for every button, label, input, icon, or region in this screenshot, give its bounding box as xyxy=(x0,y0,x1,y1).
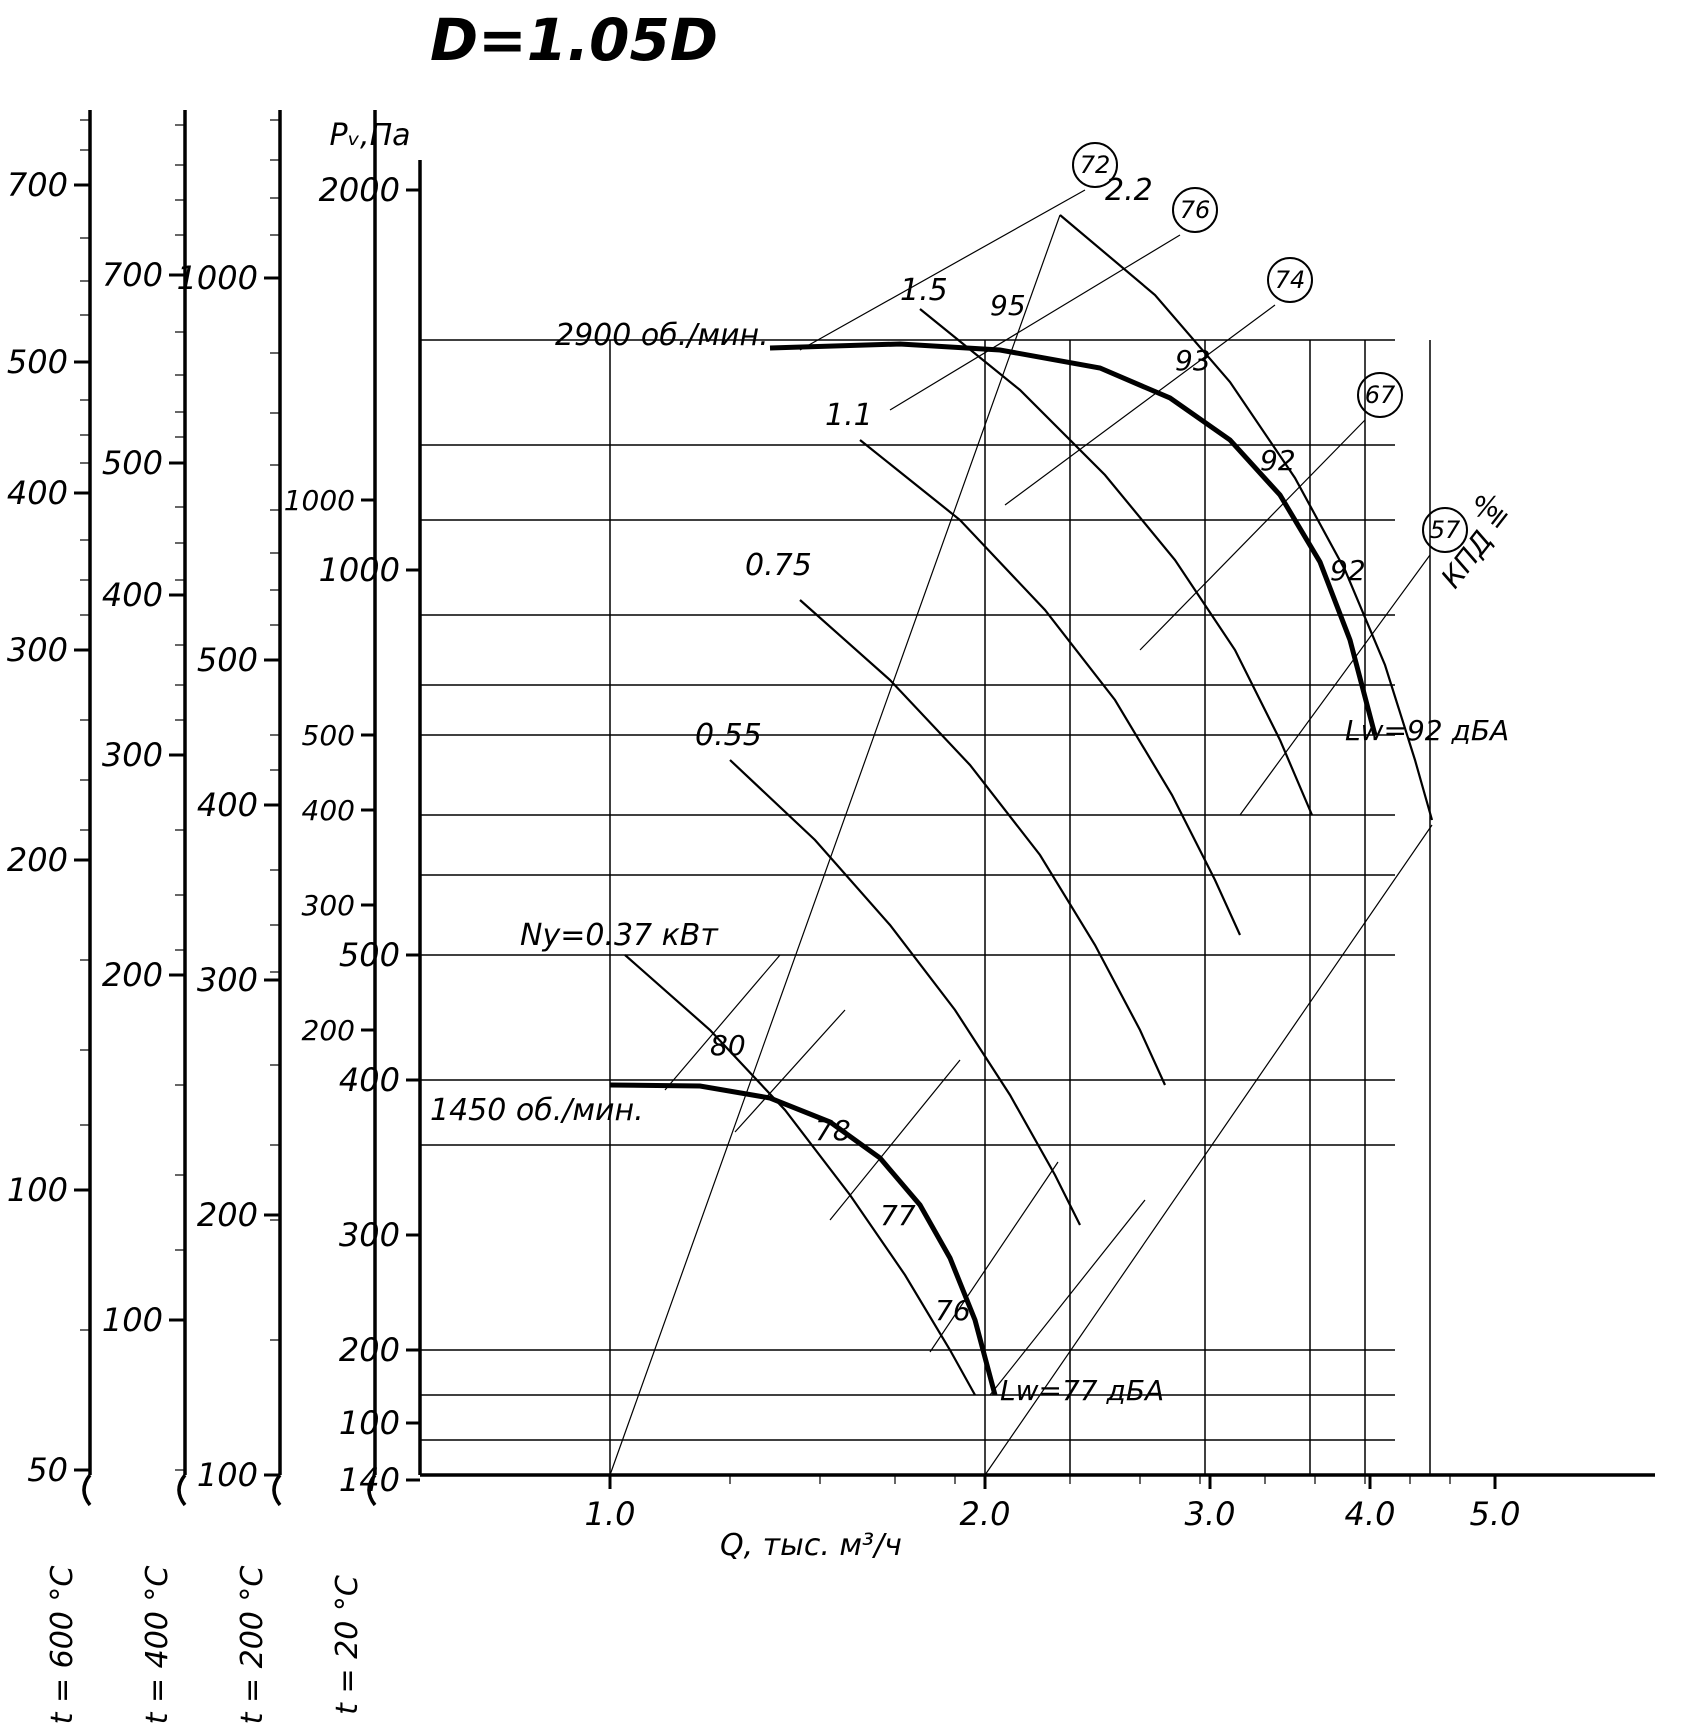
svg-text:80: 80 xyxy=(710,1029,746,1062)
svg-text:1.1: 1.1 xyxy=(825,398,873,433)
svg-text:57: 57 xyxy=(1430,516,1461,544)
svg-text:5.0: 5.0 xyxy=(1470,1495,1521,1533)
svg-text:2000: 2000 xyxy=(319,171,400,209)
svg-text:1450 об./мин.: 1450 об./мин. xyxy=(430,1093,644,1128)
svg-text:1000: 1000 xyxy=(284,484,355,517)
svg-text:400: 400 xyxy=(197,786,258,824)
x-axis-title: Q, тыс. м³/ч xyxy=(720,1528,902,1563)
svg-text:500: 500 xyxy=(302,719,355,752)
svg-text:0.55: 0.55 xyxy=(695,718,762,753)
svg-text:500: 500 xyxy=(197,641,258,679)
svg-text:300: 300 xyxy=(102,736,163,774)
svg-text:500: 500 xyxy=(7,343,68,381)
svg-text:300: 300 xyxy=(7,631,68,669)
svg-text:200: 200 xyxy=(197,1196,258,1234)
svg-text:700: 700 xyxy=(7,166,68,204)
svg-text:2900 об./мин.: 2900 об./мин. xyxy=(555,318,769,353)
chart-title: D=1.05D xyxy=(430,6,718,74)
y-axis-title: Pᵥ,Па xyxy=(329,118,410,153)
svg-text:140: 140 xyxy=(339,1461,400,1499)
svg-text:400: 400 xyxy=(302,794,355,827)
svg-text:400: 400 xyxy=(102,576,163,614)
svg-text:500: 500 xyxy=(102,444,163,482)
svg-text:700: 700 xyxy=(102,256,163,294)
svg-text:100: 100 xyxy=(339,1404,400,1442)
svg-text:300: 300 xyxy=(197,961,258,999)
svg-text:300: 300 xyxy=(302,889,355,922)
svg-text:200: 200 xyxy=(7,841,68,879)
svg-text:92: 92 xyxy=(1260,444,1296,477)
svg-text:300: 300 xyxy=(339,1216,400,1254)
svg-text:t = 200 °C: t = 200 °C xyxy=(235,1566,270,1725)
svg-text:95: 95 xyxy=(990,289,1026,322)
svg-text:93: 93 xyxy=(1175,344,1211,377)
svg-text:400: 400 xyxy=(7,474,68,512)
svg-text:500: 500 xyxy=(339,936,400,974)
svg-text:3.0: 3.0 xyxy=(1185,1495,1236,1533)
svg-text:Lw=77 дБА: Lw=77 дБА xyxy=(1000,1374,1164,1407)
svg-text:Lw=92 дБА: Lw=92 дБА xyxy=(1345,714,1509,747)
svg-text:Nу=0.37 кВт: Nу=0.37 кВт xyxy=(520,918,719,953)
svg-text:50: 50 xyxy=(27,1451,68,1489)
svg-text:72: 72 xyxy=(1080,151,1111,179)
svg-text:1000: 1000 xyxy=(177,259,258,297)
svg-text:t = 20 °C: t = 20 °C xyxy=(330,1575,365,1715)
svg-text:78: 78 xyxy=(815,1114,851,1147)
svg-text:77: 77 xyxy=(880,1199,916,1232)
svg-text:400: 400 xyxy=(339,1061,400,1099)
svg-text:74: 74 xyxy=(1275,266,1306,294)
svg-text:67: 67 xyxy=(1365,381,1396,409)
svg-text:200: 200 xyxy=(102,956,163,994)
svg-text:1.0: 1.0 xyxy=(585,1495,636,1533)
svg-text:76: 76 xyxy=(935,1294,971,1327)
svg-text:4.0: 4.0 xyxy=(1345,1495,1396,1533)
svg-text:t = 400 °C: t = 400 °C xyxy=(140,1566,175,1725)
svg-text:92: 92 xyxy=(1330,554,1366,587)
svg-text:100: 100 xyxy=(197,1456,258,1494)
svg-text:t = 600 °C: t = 600 °C xyxy=(45,1566,80,1725)
svg-text:200: 200 xyxy=(302,1014,355,1047)
svg-text:76: 76 xyxy=(1180,196,1211,224)
svg-text:0.75: 0.75 xyxy=(745,548,812,583)
svg-text:100: 100 xyxy=(7,1171,68,1209)
svg-text:100: 100 xyxy=(102,1301,163,1339)
svg-text:1000: 1000 xyxy=(319,551,400,589)
svg-text:200: 200 xyxy=(339,1331,400,1369)
svg-text:2.0: 2.0 xyxy=(960,1495,1011,1533)
